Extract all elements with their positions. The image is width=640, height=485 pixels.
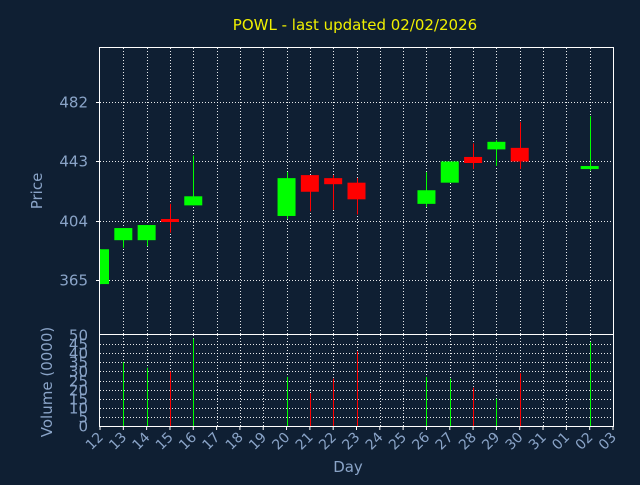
price-tick-label: 443 [59, 153, 88, 171]
x-axis-ticks: 12 13 14 15 16 17 18 19 20 21 22 23 24 25 26 27 28 29 30 31… [83, 426, 620, 453]
price-candles [100, 116, 599, 285]
volume-tick-label: 25 [69, 373, 88, 391]
candle-body-22 [324, 178, 343, 185]
price-tick-label: 482 [59, 94, 88, 112]
candle-body-12 [100, 249, 109, 285]
volume-tick-label: 5 [78, 409, 88, 427]
volume-tick-label: 40 [69, 345, 88, 363]
candle-body-16 [184, 196, 203, 206]
candle-body-27 [440, 161, 459, 183]
candle-body-14 [137, 225, 156, 241]
candle-body-30 [510, 147, 529, 162]
candle-body-21 [300, 175, 319, 192]
price-tick-label: 404 [59, 213, 88, 231]
volume-tick-label: 35 [69, 354, 88, 372]
volume-tick-label: 30 [69, 363, 88, 381]
candle-body-02 [580, 166, 599, 170]
price-tick-label: 365 [59, 272, 88, 290]
candle-body-13 [114, 228, 133, 241]
candle-body-15 [160, 218, 179, 222]
price-axis-ticks: 365 404 443 482 [59, 94, 100, 290]
x-axis-label: Day [333, 458, 363, 476]
candle-body-28 [464, 156, 483, 164]
candle-body-23 [347, 182, 366, 200]
volume-bars [123, 338, 591, 426]
volume-tick-label: 10 [69, 400, 88, 418]
volume-tick-label: 0 [78, 418, 88, 436]
chart-title: POWL - last updated 02/02/2026 [233, 16, 477, 34]
volume-tick-label: 20 [69, 382, 88, 400]
volume-tick-label: 15 [69, 391, 88, 409]
price-axis-label: Price [28, 173, 46, 210]
volume-tick-label: 50 [69, 327, 88, 345]
candle-body-26 [417, 190, 436, 204]
candle-body-20 [277, 178, 296, 216]
volume-axis-label: Volume (0000) [38, 327, 56, 437]
candle-body-29 [487, 141, 506, 150]
volume-tick-label: 45 [69, 336, 88, 354]
